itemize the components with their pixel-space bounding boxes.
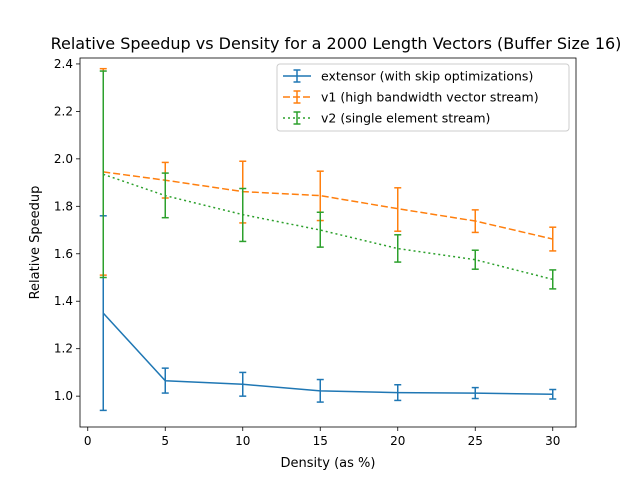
error-bar bbox=[549, 226, 557, 252]
error-bar bbox=[394, 384, 402, 402]
y-axis-label: Relative Speedup bbox=[28, 186, 43, 300]
error-bar bbox=[471, 386, 479, 400]
y-tick-label: 2.2 bbox=[54, 104, 73, 118]
legend-label: v2 (single element stream) bbox=[321, 111, 490, 126]
error-bar bbox=[316, 378, 324, 403]
x-tick-label: 20 bbox=[390, 434, 405, 448]
axes-frame bbox=[79, 57, 577, 428]
y-tick-label: 1.0 bbox=[54, 389, 73, 403]
error-bar bbox=[161, 172, 169, 219]
error-bar bbox=[549, 388, 557, 400]
series-1 bbox=[99, 215, 557, 412]
error-bar bbox=[471, 249, 479, 270]
error-bar bbox=[161, 367, 169, 394]
error-bar bbox=[239, 187, 247, 243]
y-tick-label: 1.8 bbox=[54, 199, 73, 213]
x-tick-label: 15 bbox=[313, 434, 328, 448]
y-tick-label: 1.2 bbox=[54, 342, 73, 356]
series-3 bbox=[99, 70, 557, 290]
error-bar bbox=[394, 234, 402, 263]
x-tick-label: 30 bbox=[545, 434, 560, 448]
series-line bbox=[103, 173, 553, 281]
y-tick-label: 1.6 bbox=[54, 247, 73, 261]
x-tick-label: 25 bbox=[468, 434, 483, 448]
error-bar bbox=[239, 371, 247, 397]
x-tick-label: 10 bbox=[235, 434, 250, 448]
axis-ticks: 0 5 10 15 20 25 30 1.0 1.2 1.4 1.6 1.8 2.0 2.2 2.4 bbox=[54, 57, 560, 448]
legend: extensor (with skip optimizations) v1 (hi… bbox=[276, 63, 570, 132]
x-tick-label: 0 bbox=[84, 434, 92, 448]
series-line bbox=[103, 171, 553, 240]
x-tick-label: 5 bbox=[161, 434, 169, 448]
error-bar bbox=[549, 269, 557, 290]
legend-item: v1 (high bandwidth vector stream) bbox=[283, 90, 539, 105]
legend-box bbox=[276, 63, 570, 132]
plot-area bbox=[99, 67, 557, 412]
x-axis-label: Density (as %) bbox=[281, 456, 376, 471]
legend-item: v2 (single element stream) bbox=[283, 111, 490, 126]
legend-label: extensor (with skip optimizations) bbox=[321, 69, 533, 84]
error-bar bbox=[394, 187, 402, 232]
y-tick-label: 2.0 bbox=[54, 152, 73, 166]
y-tick-label: 2.4 bbox=[54, 57, 73, 71]
error-bar bbox=[99, 70, 107, 279]
error-bar bbox=[316, 211, 324, 248]
series-line bbox=[102, 312, 553, 396]
legend-item: extensor (with skip optimizations) bbox=[283, 69, 533, 84]
y-tick-label: 1.4 bbox=[54, 294, 73, 308]
chart-title: Relative Speedup vs Density for a 2000 L… bbox=[51, 34, 622, 53]
legend-label: v1 (high bandwidth vector stream) bbox=[321, 90, 539, 105]
error-bar bbox=[471, 209, 479, 234]
